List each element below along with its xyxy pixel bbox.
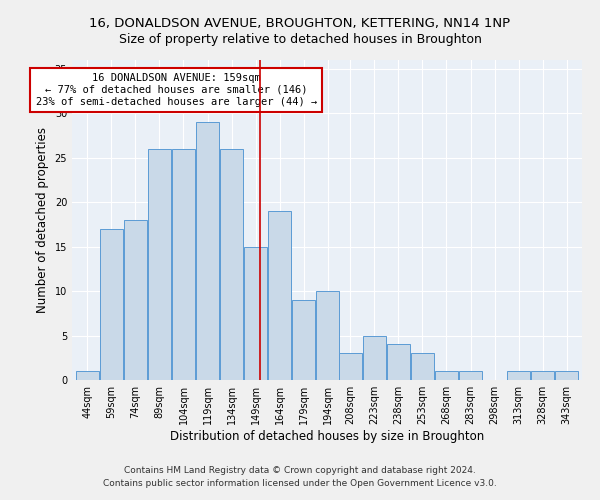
Bar (459, 371, 482, 380)
Bar (507, 371, 530, 380)
Bar (363, 336, 386, 380)
Bar (532, 371, 554, 380)
Text: Size of property relative to detached houses in Broughton: Size of property relative to detached ho… (119, 32, 481, 46)
Bar (556, 371, 578, 380)
Bar (76, 371, 98, 380)
Bar (435, 371, 458, 380)
Y-axis label: Number of detached properties: Number of detached properties (36, 127, 49, 313)
Bar (268, 211, 291, 380)
Bar (124, 220, 147, 380)
Bar (387, 344, 410, 380)
Bar (148, 149, 171, 380)
X-axis label: Distribution of detached houses by size in Broughton: Distribution of detached houses by size … (170, 430, 484, 443)
Text: 16 DONALDSON AVENUE: 159sqm
← 77% of detached houses are smaller (146)
23% of se: 16 DONALDSON AVENUE: 159sqm ← 77% of det… (35, 74, 317, 106)
Bar (244, 246, 267, 380)
Bar (316, 291, 339, 380)
Bar (196, 122, 219, 380)
Text: 16, DONALDSON AVENUE, BROUGHTON, KETTERING, NN14 1NP: 16, DONALDSON AVENUE, BROUGHTON, KETTERI… (89, 18, 511, 30)
Bar (100, 229, 122, 380)
Text: Contains HM Land Registry data © Crown copyright and database right 2024.
Contai: Contains HM Land Registry data © Crown c… (103, 466, 497, 487)
Bar (339, 354, 362, 380)
Bar (172, 149, 195, 380)
Bar (292, 300, 315, 380)
Bar (220, 149, 243, 380)
Bar (411, 354, 434, 380)
